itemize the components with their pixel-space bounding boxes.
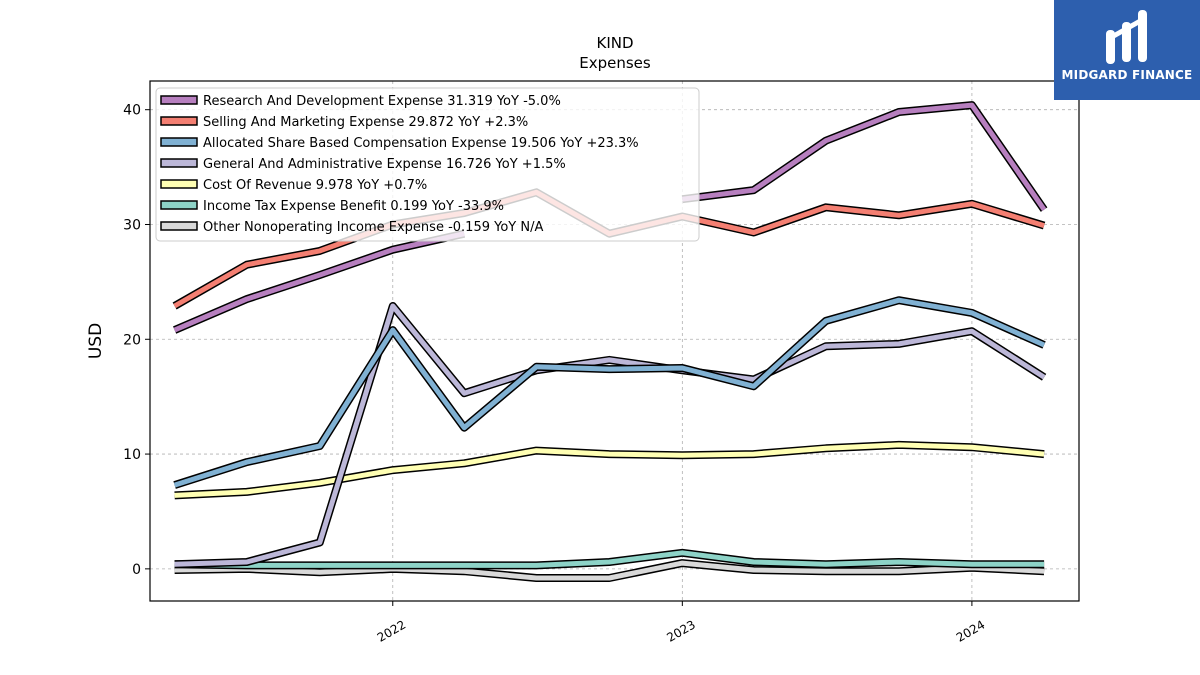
legend-label: General And Administrative Expense 16.72… bbox=[203, 157, 566, 172]
legend-label: Selling And Marketing Expense 29.872 YoY… bbox=[203, 115, 528, 130]
series-line-stroke bbox=[681, 102, 1047, 212]
series-lines bbox=[172, 101, 1048, 582]
legend-swatch bbox=[160, 179, 198, 189]
legend-swatch bbox=[160, 95, 198, 105]
y-tick-label: 10 bbox=[123, 447, 141, 463]
legend-label: Other Nonoperating Income Expense -0.159… bbox=[203, 220, 543, 235]
y-tick-label: 30 bbox=[123, 217, 141, 233]
series-line bbox=[174, 302, 1047, 569]
legend-label: Research And Development Expense 31.319 … bbox=[203, 94, 561, 109]
midgard-finance-logo: MIDGARD FINANCE bbox=[1054, 0, 1200, 100]
legend: Research And Development Expense 31.319 … bbox=[155, 87, 700, 242]
x-tick-label: 2022 bbox=[375, 617, 408, 644]
series-line bbox=[174, 559, 1045, 582]
legend-swatch bbox=[160, 158, 198, 168]
chart-title: KIND bbox=[596, 34, 633, 52]
series-line bbox=[174, 548, 1045, 570]
series-line-outline bbox=[174, 302, 1047, 569]
chart-subtitle: Expenses bbox=[579, 54, 651, 72]
series-line bbox=[174, 440, 1045, 500]
series-line-stroke bbox=[173, 297, 1046, 488]
plot-frame bbox=[149, 80, 1080, 602]
y-axis-label: USD bbox=[86, 323, 106, 359]
legend-label: Allocated Share Based Compensation Expen… bbox=[203, 136, 639, 151]
x-tick-label: 2023 bbox=[664, 617, 697, 644]
series-line-stroke bbox=[174, 560, 1045, 581]
series-line bbox=[173, 101, 1048, 334]
legend-swatch bbox=[160, 137, 198, 147]
logo-mark-icon bbox=[1106, 10, 1147, 64]
legend-swatch bbox=[160, 221, 198, 231]
series-line-stroke bbox=[174, 303, 1046, 567]
legend-swatch bbox=[160, 116, 198, 126]
legend-label: Cost Of Revenue 9.978 YoY +0.7% bbox=[203, 178, 427, 193]
legend-swatch bbox=[160, 200, 198, 210]
series-line-stroke bbox=[174, 442, 1045, 498]
logo-text: MIDGARD FINANCE bbox=[1061, 68, 1193, 82]
series-line-stroke bbox=[173, 231, 465, 333]
x-tick-label: 2024 bbox=[954, 617, 987, 644]
y-tick-label: 40 bbox=[123, 103, 141, 119]
legend-box bbox=[155, 87, 700, 242]
series-line bbox=[173, 296, 1046, 489]
legend-label: Income Tax Expense Benefit 0.199 YoY -33… bbox=[203, 199, 504, 214]
y-tick-label: 0 bbox=[132, 562, 141, 578]
series-line-stroke bbox=[174, 550, 1045, 568]
y-tick-label: 20 bbox=[123, 332, 141, 348]
